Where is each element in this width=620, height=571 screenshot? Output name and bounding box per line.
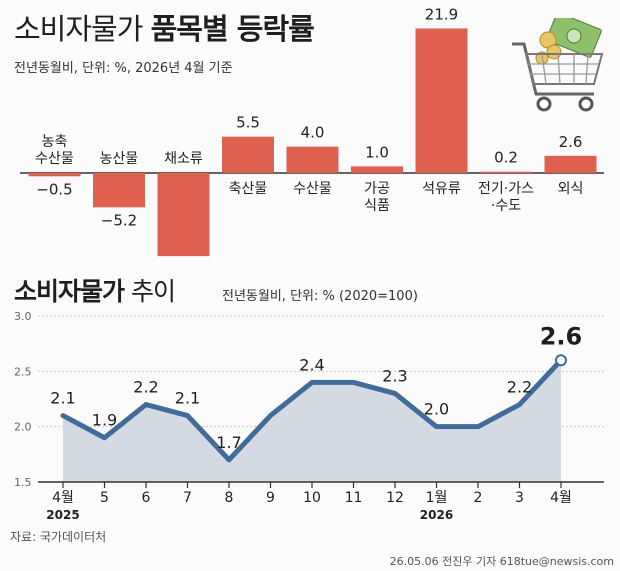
bar-category-label: 식품 bbox=[364, 198, 390, 214]
bar bbox=[28, 173, 81, 177]
bar-category-label: ·수도 bbox=[491, 198, 521, 214]
line-chart-title: 소비자물가 추이 bbox=[14, 272, 176, 308]
bar bbox=[480, 171, 532, 174]
area-fill bbox=[63, 360, 561, 482]
bar-category-label: 채소류 bbox=[164, 151, 203, 167]
bar bbox=[544, 155, 597, 173]
bar-value-label: 1.0 bbox=[365, 143, 389, 161]
source-note: 자료: 국가데이터처 bbox=[10, 530, 107, 544]
bar-value-label: −0.5 bbox=[36, 180, 72, 198]
bar-value-label: 4.0 bbox=[301, 124, 325, 142]
bar-chart: −0.5농축수산물−5.2농산물−12.6채소류5.5축산물4.0수산물1.0가… bbox=[20, 5, 604, 257]
bar-category-label: 농축 bbox=[42, 134, 68, 150]
bar-value-label: −5.2 bbox=[101, 211, 137, 229]
y-tick-label: 2.0 bbox=[14, 421, 32, 434]
bar-category-label: 축산물 bbox=[229, 181, 268, 197]
y-tick-label: 3.0 bbox=[14, 310, 32, 323]
x-tick-label: 2 bbox=[474, 490, 483, 506]
page-title: 소비자물가 품목별 등락률 bbox=[14, 6, 315, 48]
point-value-label: 2.0 bbox=[424, 400, 449, 419]
x-tick-label: 4월 bbox=[52, 490, 74, 506]
bar-value-label: 0.2 bbox=[494, 149, 518, 167]
bar bbox=[351, 166, 403, 173]
bar bbox=[157, 173, 210, 257]
x-tick-label: 6 bbox=[142, 490, 151, 506]
x-tick-label: 11 bbox=[345, 490, 363, 506]
x-tick-label: 8 bbox=[225, 490, 234, 506]
point-value-label: 1.7 bbox=[216, 433, 241, 452]
bar bbox=[222, 136, 274, 173]
point-value-label: 2.4 bbox=[299, 355, 324, 374]
point-value-label: 1.9 bbox=[92, 411, 117, 430]
y-tick-label: 2.5 bbox=[14, 365, 32, 378]
x-year-label: 2026 bbox=[420, 508, 453, 522]
point-value-label: 2.2 bbox=[133, 378, 158, 397]
title2-bold: 소비자물가 bbox=[14, 277, 125, 306]
x-year-label: 2025 bbox=[46, 508, 79, 522]
title-bold: 품목별 등락률 bbox=[150, 12, 315, 46]
point-value-label: 2.1 bbox=[50, 389, 75, 408]
x-tick-label: 12 bbox=[386, 490, 404, 506]
bar-category-label: 석유류 bbox=[422, 181, 461, 197]
bar-category-label: 전기·가스 bbox=[478, 181, 534, 197]
x-tick-label: 5 bbox=[100, 490, 109, 506]
bar-category-label: 수산물 bbox=[35, 151, 74, 167]
bar-value-label: 2.6 bbox=[559, 133, 583, 151]
bar-category-label: 가공 bbox=[364, 181, 390, 197]
series-line bbox=[60, 357, 564, 463]
bar bbox=[93, 173, 145, 208]
bar-subtitle: 전년동월비, 단위: %, 2026년 4월 기준 bbox=[14, 61, 233, 76]
x-tick-label: 3 bbox=[515, 490, 524, 506]
bar-category-label: 농산물 bbox=[100, 151, 139, 167]
point-value-label: 2.2 bbox=[507, 378, 532, 397]
point-value-label: 2.3 bbox=[382, 366, 407, 385]
point-value-label: 2.1 bbox=[175, 389, 200, 408]
line-subtitle: 전년동월비, 단위: % (2020=100) bbox=[222, 289, 418, 304]
point-value-label: 2.6 bbox=[540, 322, 583, 350]
x-tick-label: 7 bbox=[183, 490, 192, 506]
x-tick-label: 4월 bbox=[550, 490, 572, 506]
bar-value-label: 5.5 bbox=[236, 114, 260, 132]
shopping-cart-icon bbox=[512, 18, 604, 112]
bar-value-label: 21.9 bbox=[425, 5, 458, 23]
bar bbox=[415, 28, 468, 174]
last-point-marker bbox=[555, 354, 567, 367]
x-tick-label: 1월 bbox=[426, 490, 448, 506]
credit-note: 26.05.06 전진우 기자 618tue@newsis.com bbox=[389, 555, 614, 568]
bar-category-label: 수산물 bbox=[293, 181, 332, 197]
bar-category-label: 외식 bbox=[558, 181, 584, 197]
bar bbox=[286, 146, 339, 173]
title-regular: 소비자물가 bbox=[14, 12, 143, 46]
y-tick-label: 1.5 bbox=[14, 476, 32, 489]
x-tick-label: 10 bbox=[303, 490, 321, 506]
title2-regular: 추이 bbox=[130, 277, 176, 306]
x-tick-label: 9 bbox=[266, 490, 275, 506]
